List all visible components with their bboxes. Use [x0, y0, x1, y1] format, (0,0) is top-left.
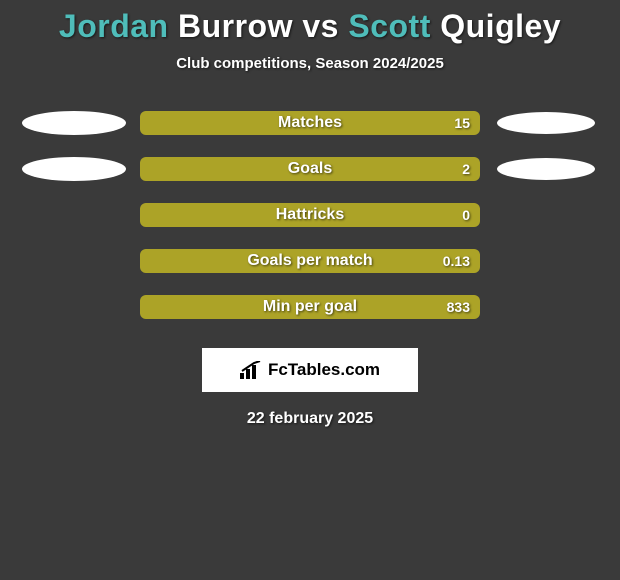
left-marker-slot — [20, 111, 128, 135]
stat-bar: Hattricks 0 — [140, 203, 480, 227]
vs-text: vs — [302, 8, 339, 44]
stat-bar: Matches 15 — [140, 111, 480, 135]
subtitle: Club competitions, Season 2024/2025 — [0, 55, 620, 72]
stat-label: Hattricks — [276, 206, 344, 223]
stats-rows: Matches 15 Goals 2 Hattricks 0 — [0, 100, 620, 330]
right-marker-slot — [492, 158, 600, 180]
left-marker-slot — [20, 157, 128, 181]
stat-label: Matches — [278, 114, 342, 131]
stat-label: Min per goal — [263, 298, 357, 315]
brand-badge: FcTables.com — [202, 348, 418, 392]
stat-row: Matches 15 — [0, 100, 620, 146]
stat-row: Hattricks 0 — [0, 192, 620, 238]
stat-bar: Goals 2 — [140, 157, 480, 181]
player2-last: Quigley — [440, 8, 561, 44]
ellipse-marker-left — [22, 111, 126, 135]
brand-text: FcTables.com — [268, 360, 380, 380]
stat-row: Goals per match 0.13 — [0, 238, 620, 284]
comparison-panel: Jordan Burrow vs Scott Quigley Club comp… — [0, 0, 620, 428]
page-title: Jordan Burrow vs Scott Quigley — [0, 8, 620, 45]
stat-value: 0 — [462, 203, 470, 227]
player1-first: Jordan — [59, 8, 169, 44]
stat-label: Goals — [288, 160, 332, 177]
ellipse-marker-left — [22, 157, 126, 181]
right-marker-slot — [492, 112, 600, 134]
ellipse-marker-right — [497, 158, 595, 180]
stat-label: Goals per match — [247, 252, 372, 269]
ellipse-marker-right — [497, 112, 595, 134]
stat-value: 2 — [462, 157, 470, 181]
chart-icon — [240, 361, 262, 379]
stat-row: Goals 2 — [0, 146, 620, 192]
snapshot-date: 22 february 2025 — [0, 410, 620, 428]
stat-bar: Goals per match 0.13 — [140, 249, 480, 273]
stat-value: 15 — [454, 111, 470, 135]
player2-first: Scott — [348, 8, 431, 44]
stat-row: Min per goal 833 — [0, 284, 620, 330]
stat-value: 0.13 — [443, 249, 470, 273]
player1-last: Burrow — [178, 8, 293, 44]
stat-value: 833 — [447, 295, 470, 319]
stat-bar: Min per goal 833 — [140, 295, 480, 319]
